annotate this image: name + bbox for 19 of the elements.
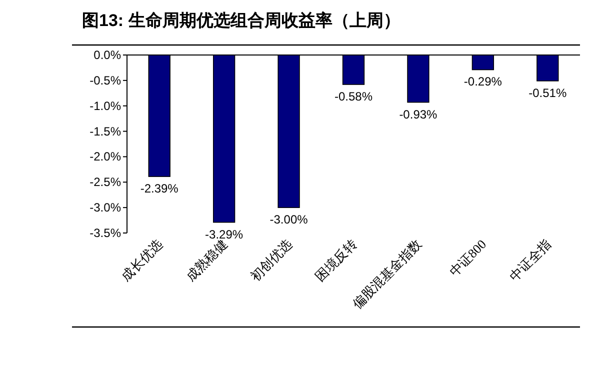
data-label: -0.51% [528, 86, 567, 100]
x-tick-label: 初创优选 [248, 236, 295, 284]
data-label: -0.58% [334, 89, 373, 104]
data-label: -0.29% [464, 74, 502, 89]
x-tick-label: 中证全指 [506, 236, 554, 284]
y-tick-label: -1.5% [90, 124, 122, 138]
y-tick-label: -3.0% [90, 200, 122, 215]
chart-title: 图13: 生命周期优选组合周收益率（上周） [82, 11, 400, 30]
y-tick-label: -0.5% [90, 73, 122, 88]
data-label: -2.39% [140, 182, 179, 196]
x-tick-label: 中证800 [446, 236, 490, 280]
data-label: -0.93% [399, 107, 438, 122]
x-tick-label: 困境反转 [312, 236, 360, 284]
y-tick-label: -2.5% [90, 175, 122, 190]
y-tick-label: -2.0% [90, 150, 122, 164]
data-label: -3.00% [270, 212, 308, 227]
y-tick-label: 0.0% [94, 48, 122, 62]
data-label: -3.29% [205, 227, 244, 242]
y-tick-label: -1.0% [90, 98, 122, 113]
